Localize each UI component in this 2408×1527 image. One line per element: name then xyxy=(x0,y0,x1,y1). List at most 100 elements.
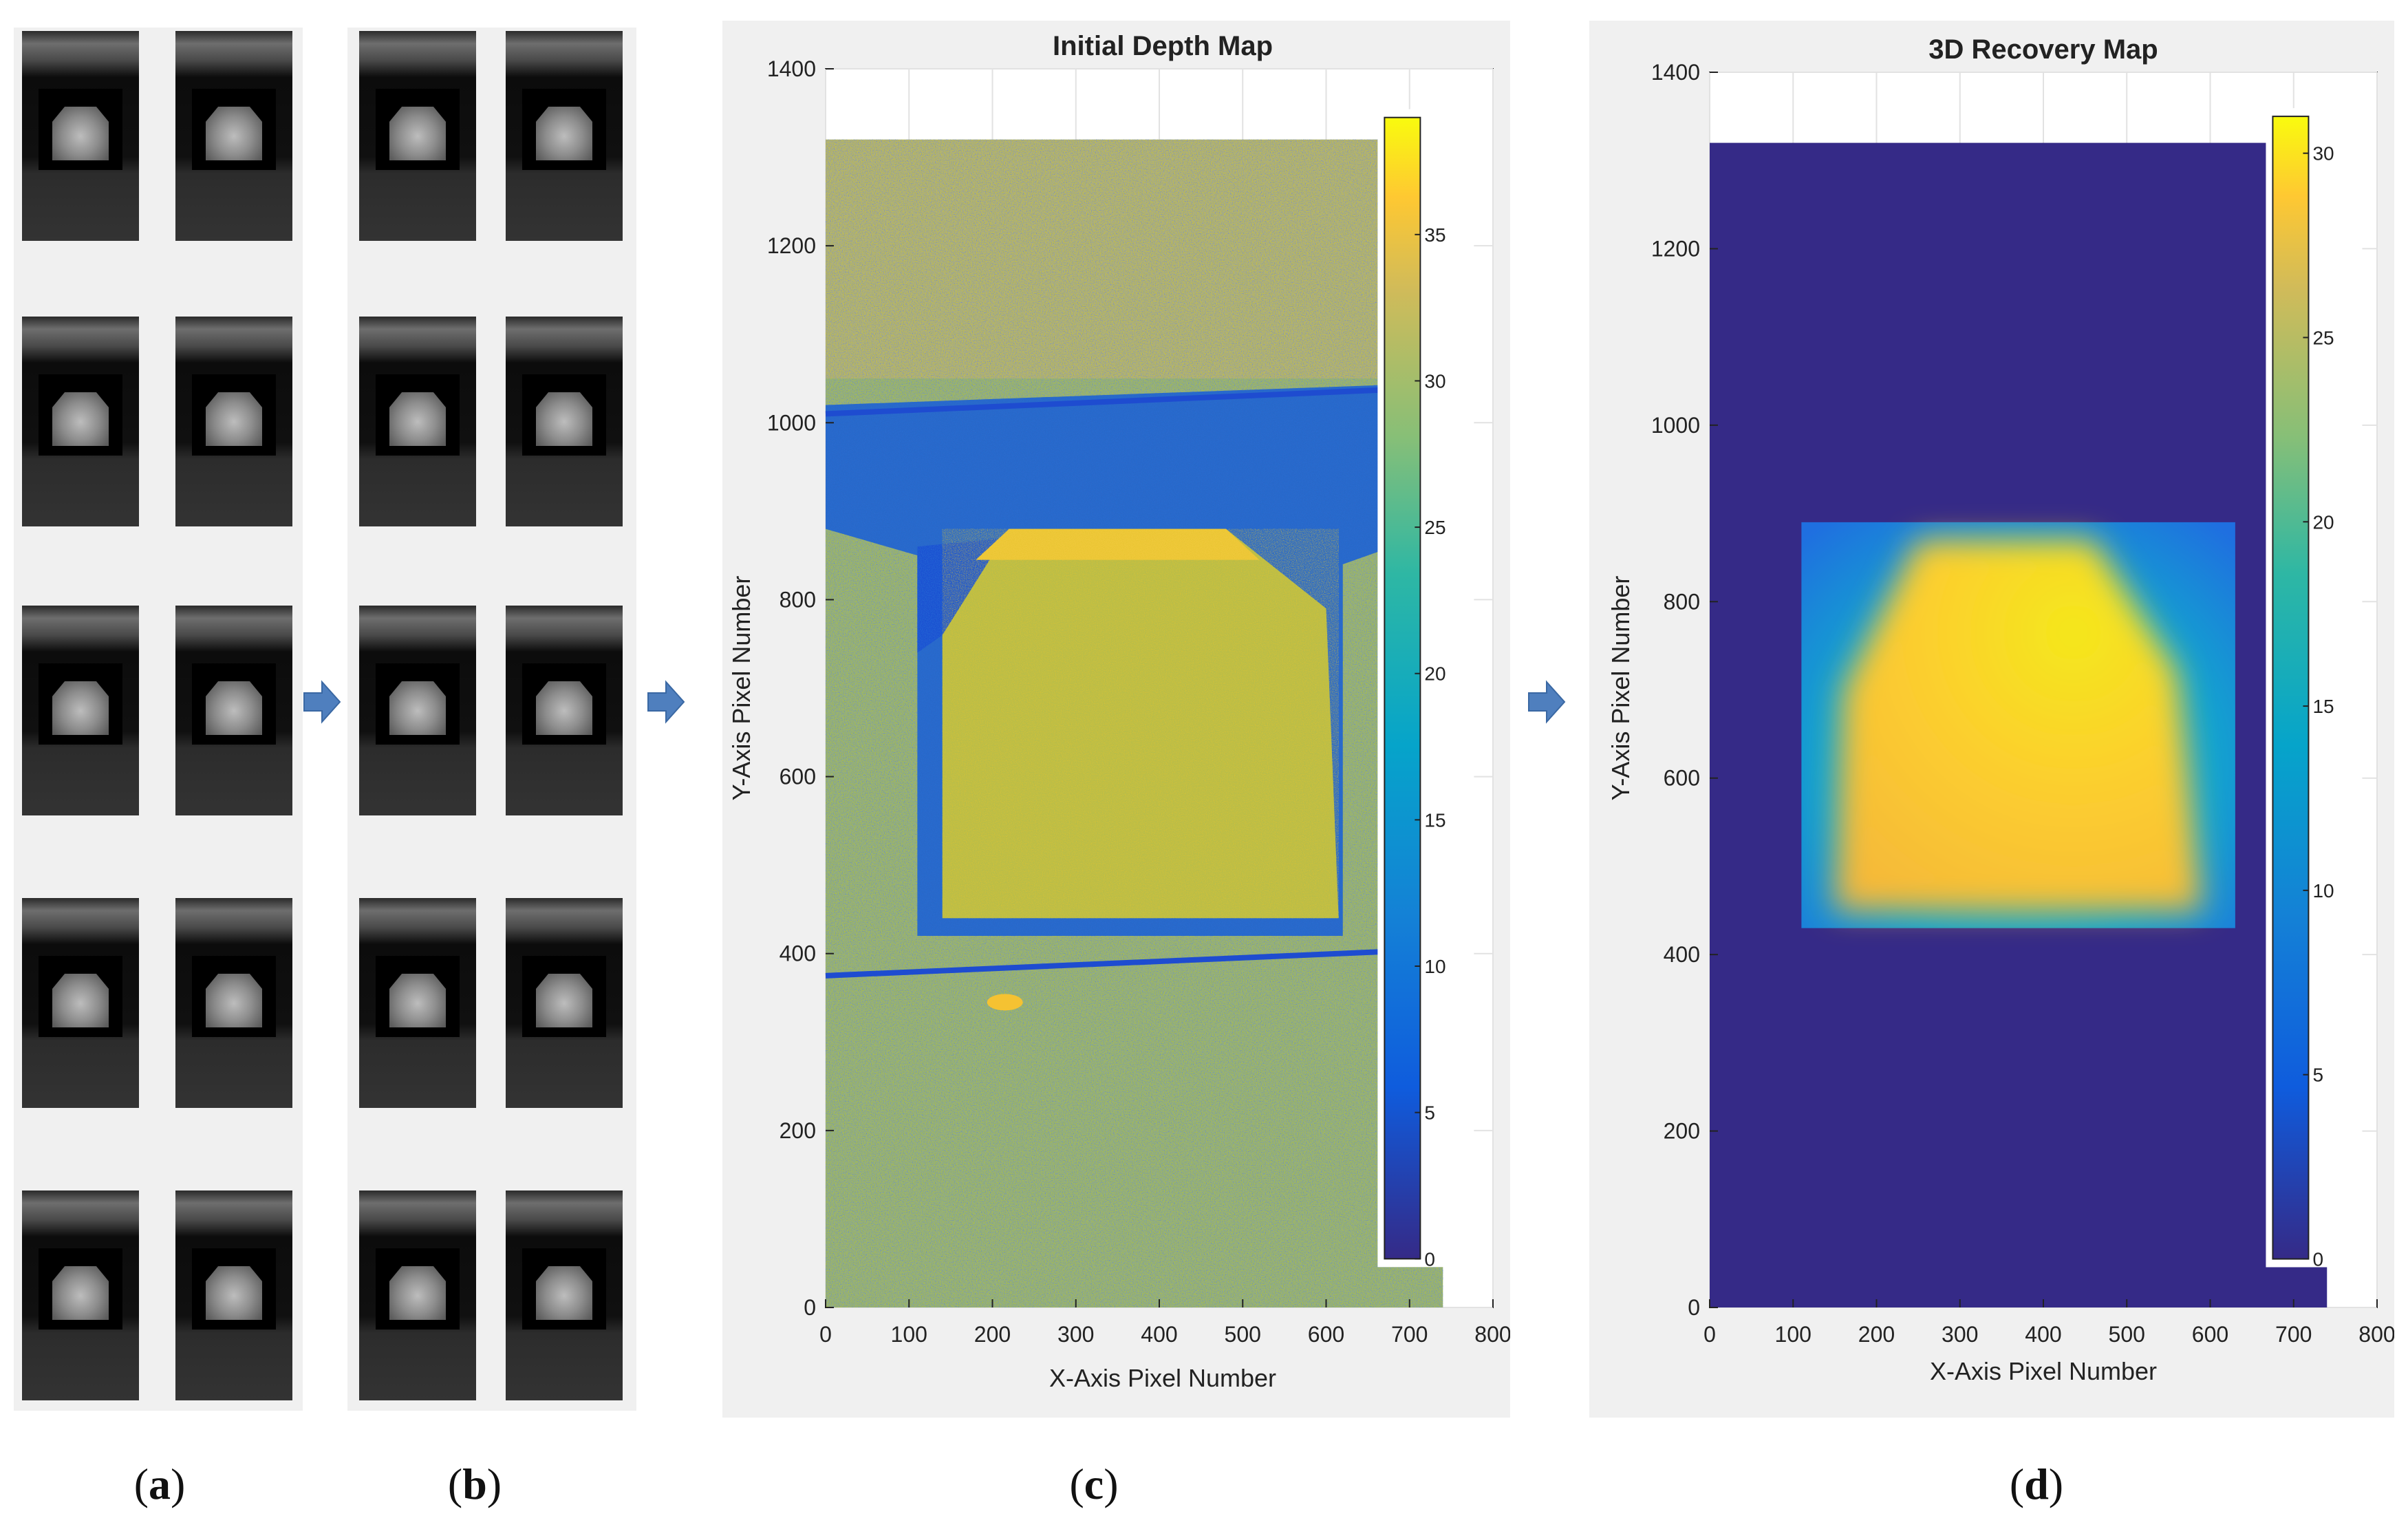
y-axis-ticks: 0 200 400 600 800 1000 1200 1400 xyxy=(767,56,834,1320)
x-tick-label: 700 xyxy=(2275,1322,2312,1347)
x-tick-label: 200 xyxy=(974,1322,1011,1347)
y-tick-label: 1200 xyxy=(767,233,816,258)
image-strip-a xyxy=(14,28,303,1411)
3d-recovery-map-panel: 3D Recovery Map 0 5 10 15 20 25 30 0 100 200 300 4… xyxy=(1589,21,2396,1418)
colorbar-tick-label: 25 xyxy=(2312,327,2334,348)
camera-frame-thumbnail xyxy=(506,898,623,1108)
x-tick-label: 700 xyxy=(1391,1322,1428,1347)
y-tick-label: 200 xyxy=(780,1118,816,1143)
colorbar-tick-label: 25 xyxy=(1424,517,1445,538)
x-axis-ticks: 0 100 200 300 400 500 600 700 800 xyxy=(819,1299,1512,1347)
camera-frame-thumbnail xyxy=(359,31,476,241)
heatmap-image xyxy=(825,139,1443,1307)
camera-frame-thumbnail xyxy=(175,898,292,1108)
arrow-right-icon xyxy=(1528,680,1566,724)
camera-frame-thumbnail xyxy=(175,1190,292,1400)
y-tick-label: 1000 xyxy=(767,410,816,435)
x-tick-label: 0 xyxy=(819,1322,832,1347)
x-tick-label: 800 xyxy=(2358,1322,2394,1347)
y-tick-label: 600 xyxy=(1664,766,1700,791)
frame-object xyxy=(389,107,446,160)
camera-frame-thumbnail xyxy=(359,1190,476,1400)
3d-recovery-map-chart: 3D Recovery Map 0 5 10 15 20 25 30 0 100 200 300 4… xyxy=(1606,34,2396,1385)
frame-object xyxy=(536,1266,592,1320)
colorbar-tick-label: 30 xyxy=(1424,370,1445,392)
recovered-object xyxy=(1834,540,2202,911)
frame-object xyxy=(206,974,262,1027)
y-tick-label: 400 xyxy=(780,941,816,966)
camera-frame-thumbnail xyxy=(506,31,623,241)
subfigure-label-d: (d) xyxy=(2009,1460,2064,1508)
frame-object xyxy=(206,1266,262,1320)
y-tick-label: 1400 xyxy=(767,56,816,81)
camera-frame-thumbnail xyxy=(359,606,476,815)
frame-object xyxy=(206,107,262,160)
upper-zone xyxy=(826,139,1443,378)
x-tick-label: 600 xyxy=(1308,1322,1344,1347)
colorbar-tick-label: 5 xyxy=(1424,1102,1435,1124)
frame-object xyxy=(52,392,109,446)
frame-object xyxy=(52,974,109,1027)
colorbar-tick-label: 35 xyxy=(1424,224,1445,246)
frame-object xyxy=(206,681,262,735)
camera-frame-thumbnail xyxy=(359,898,476,1108)
subfigure-label-a: (a) xyxy=(133,1460,186,1508)
hot-spot xyxy=(987,994,1023,1011)
y-tick-label: 1000 xyxy=(1651,413,1700,438)
colorbar-tick-label: 10 xyxy=(2312,880,2334,901)
x-axis-ticks: 0 100 200 300 400 500 600 700 800 xyxy=(1703,1299,2396,1347)
frame-object xyxy=(389,1266,446,1320)
x-tick-label: 0 xyxy=(1703,1322,1716,1347)
x-tick-label: 800 xyxy=(1474,1322,1510,1347)
y-tick-label: 1200 xyxy=(1651,236,1700,261)
colorbar-gradient xyxy=(1384,116,1421,1260)
frame-object xyxy=(206,392,262,446)
x-tick-label: 300 xyxy=(1057,1322,1094,1347)
object-body xyxy=(942,528,1339,919)
y-tick-label: 600 xyxy=(780,765,816,789)
frame-object xyxy=(536,681,592,735)
y-axis-label: Y-Axis Pixel Number xyxy=(727,576,755,801)
frame-object xyxy=(52,107,109,160)
arrow-right-icon xyxy=(303,680,341,724)
y-axis-ticks: 0 200 400 600 800 1000 1200 1400 xyxy=(1651,60,1718,1320)
frame-object xyxy=(389,974,446,1027)
colorbar: 0 5 10 15 20 25 30 35 xyxy=(1377,109,1474,1270)
frame-object xyxy=(389,392,446,446)
colorbar-tick-label: 5 xyxy=(2312,1065,2323,1086)
colorbar-tick-label: 20 xyxy=(2312,511,2334,533)
x-tick-label: 500 xyxy=(2109,1322,2145,1347)
initial-depth-map-panel: Initial Depth Map 0 5 10 15 20 25 30 35 0 100 200… xyxy=(722,21,1512,1418)
frame-object xyxy=(536,974,592,1027)
subfigure-label-c: (c) xyxy=(1069,1460,1119,1508)
x-tick-label: 600 xyxy=(2192,1322,2228,1347)
colorbar-tick-label: 10 xyxy=(1424,956,1445,977)
frame-object xyxy=(52,681,109,735)
x-axis-label: X-Axis Pixel Number xyxy=(1930,1357,2157,1385)
heatmap-image xyxy=(1710,142,2328,1308)
x-tick-label: 200 xyxy=(1858,1322,1895,1347)
frame-object xyxy=(389,681,446,735)
colorbar-tick-label: 30 xyxy=(2312,143,2334,164)
x-axis-label: X-Axis Pixel Number xyxy=(1049,1364,1276,1392)
y-tick-label: 200 xyxy=(1664,1119,1700,1144)
x-tick-label: 300 xyxy=(1942,1322,1978,1347)
camera-frame-thumbnail xyxy=(359,317,476,526)
camera-frame-thumbnail xyxy=(175,317,292,526)
colorbar-tick-label: 0 xyxy=(1424,1248,1435,1270)
frame-object xyxy=(52,1266,109,1320)
y-tick-label: 400 xyxy=(1664,942,1700,967)
lower-edge-line xyxy=(825,946,1443,979)
camera-frame-thumbnail xyxy=(22,317,139,526)
arrow-right-icon xyxy=(647,680,685,724)
y-tick-label: 1400 xyxy=(1651,60,1700,85)
camera-frame-thumbnail xyxy=(22,606,139,815)
camera-frame-thumbnail xyxy=(506,1190,623,1400)
image-strip-b xyxy=(347,28,636,1411)
camera-frame-thumbnail xyxy=(22,898,139,1108)
object-group xyxy=(942,528,1339,919)
camera-frame-thumbnail xyxy=(506,317,623,526)
camera-frame-thumbnail xyxy=(22,1190,139,1400)
colorbar-tick-label: 15 xyxy=(2312,696,2334,717)
x-tick-label: 400 xyxy=(2025,1322,2061,1347)
